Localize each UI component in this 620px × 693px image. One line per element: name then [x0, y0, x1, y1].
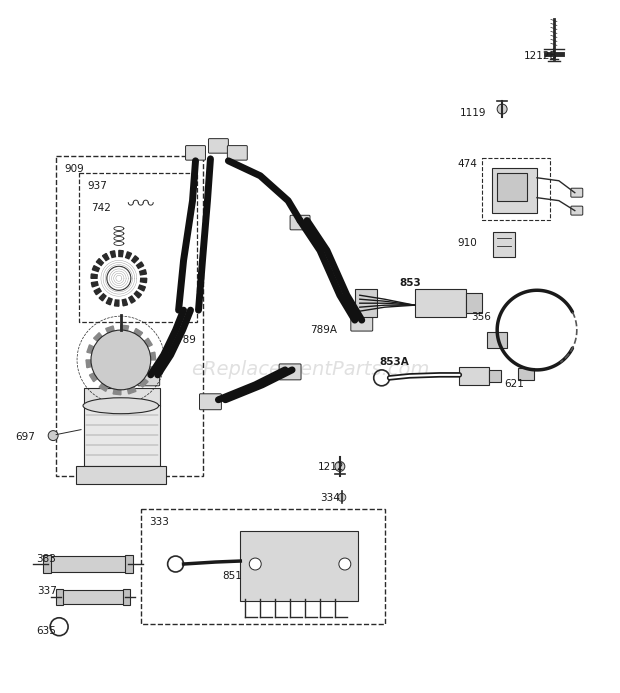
- Polygon shape: [99, 294, 106, 301]
- Polygon shape: [148, 367, 155, 375]
- Bar: [141, 509, 384, 624]
- Polygon shape: [99, 383, 108, 392]
- Bar: [48, 556, 128, 572]
- Text: 853: 853: [400, 279, 422, 288]
- Polygon shape: [138, 285, 145, 291]
- Polygon shape: [140, 270, 146, 275]
- Bar: [241, 531, 358, 601]
- FancyBboxPatch shape: [208, 139, 228, 153]
- Text: 337: 337: [37, 586, 57, 596]
- FancyBboxPatch shape: [228, 146, 247, 160]
- Polygon shape: [86, 360, 92, 368]
- Ellipse shape: [83, 398, 159, 414]
- FancyBboxPatch shape: [138, 370, 160, 386]
- Bar: [415, 289, 466, 317]
- Bar: [492, 168, 537, 213]
- Text: 851: 851: [223, 571, 242, 581]
- Bar: [493, 231, 515, 257]
- Text: eReplacementParts.com: eReplacementParts.com: [191, 360, 429, 379]
- Polygon shape: [121, 325, 128, 331]
- Bar: [56, 156, 203, 476]
- Text: 621: 621: [504, 379, 524, 389]
- Polygon shape: [141, 279, 147, 283]
- Bar: [79, 173, 197, 322]
- Polygon shape: [87, 345, 94, 353]
- Polygon shape: [131, 256, 139, 263]
- Bar: [487, 332, 507, 348]
- Circle shape: [497, 104, 507, 114]
- Text: 910: 910: [458, 238, 477, 249]
- Circle shape: [339, 558, 351, 570]
- Polygon shape: [89, 373, 97, 382]
- Text: 474: 474: [458, 159, 477, 169]
- Polygon shape: [140, 378, 148, 387]
- Polygon shape: [136, 262, 144, 268]
- Bar: [43, 555, 51, 573]
- Bar: [482, 158, 550, 220]
- Bar: [76, 466, 166, 484]
- Text: 742: 742: [91, 202, 111, 213]
- Polygon shape: [150, 352, 156, 360]
- Text: 635: 635: [36, 626, 56, 635]
- Polygon shape: [96, 258, 104, 265]
- Circle shape: [107, 266, 131, 290]
- Text: 356: 356: [471, 312, 491, 322]
- Bar: [518, 368, 534, 380]
- Text: 334: 334: [320, 493, 340, 503]
- Polygon shape: [94, 288, 101, 295]
- Bar: [355, 289, 377, 317]
- Polygon shape: [128, 387, 136, 394]
- Circle shape: [91, 330, 151, 389]
- Polygon shape: [91, 274, 97, 279]
- FancyBboxPatch shape: [351, 315, 373, 331]
- Bar: [125, 555, 133, 573]
- Text: 789: 789: [177, 335, 197, 345]
- Text: 909: 909: [64, 164, 84, 174]
- Text: 697: 697: [16, 432, 35, 441]
- Circle shape: [249, 558, 261, 570]
- Bar: [123, 589, 130, 605]
- Text: 1119: 1119: [459, 108, 486, 118]
- Bar: [459, 367, 489, 385]
- Polygon shape: [115, 300, 119, 306]
- FancyBboxPatch shape: [571, 188, 583, 198]
- Circle shape: [48, 430, 58, 441]
- Polygon shape: [94, 333, 102, 342]
- Polygon shape: [122, 299, 128, 306]
- Bar: [56, 589, 63, 605]
- FancyBboxPatch shape: [200, 394, 221, 410]
- Polygon shape: [134, 328, 143, 337]
- FancyBboxPatch shape: [185, 146, 205, 160]
- Polygon shape: [106, 298, 112, 305]
- Polygon shape: [113, 389, 121, 395]
- Bar: [84, 405, 160, 466]
- Polygon shape: [106, 326, 114, 333]
- Polygon shape: [126, 252, 131, 258]
- Polygon shape: [144, 338, 153, 347]
- Circle shape: [338, 493, 346, 501]
- Bar: [497, 173, 527, 201]
- Polygon shape: [91, 282, 98, 287]
- FancyBboxPatch shape: [290, 216, 310, 230]
- Bar: [489, 370, 501, 382]
- Bar: [466, 293, 482, 313]
- Bar: [84, 388, 160, 405]
- Text: 383: 383: [36, 554, 56, 564]
- FancyBboxPatch shape: [571, 206, 583, 215]
- Polygon shape: [135, 291, 141, 298]
- Polygon shape: [110, 251, 115, 258]
- FancyBboxPatch shape: [279, 364, 301, 380]
- Text: 1212B: 1212B: [524, 51, 557, 61]
- Text: 789A: 789A: [310, 325, 337, 335]
- Text: 853A: 853A: [379, 357, 409, 367]
- Bar: [61, 590, 125, 604]
- Polygon shape: [102, 254, 109, 261]
- Polygon shape: [119, 250, 123, 256]
- Circle shape: [335, 462, 345, 471]
- Polygon shape: [129, 296, 135, 303]
- Text: 937: 937: [87, 181, 107, 191]
- Text: 1212: 1212: [318, 462, 345, 473]
- Text: 333: 333: [149, 517, 169, 527]
- Polygon shape: [92, 265, 99, 272]
